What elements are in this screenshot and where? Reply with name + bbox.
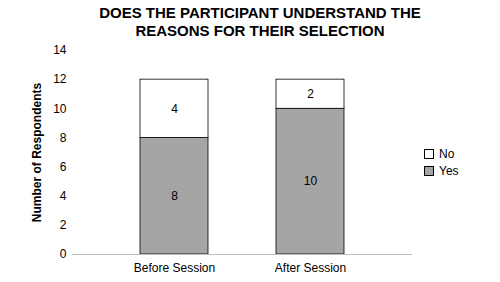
svg-text:Before Session: Before Session <box>134 261 215 275</box>
svg-text:10: 10 <box>53 102 67 116</box>
svg-text:2: 2 <box>60 218 67 232</box>
svg-text:8: 8 <box>60 131 67 145</box>
svg-text:6: 6 <box>60 160 67 174</box>
svg-text:0: 0 <box>60 247 67 261</box>
svg-text:14: 14 <box>53 43 67 57</box>
svg-text:8: 8 <box>171 189 178 203</box>
svg-text:After Session: After Session <box>275 261 346 275</box>
html-text:Yes: Yes <box>439 163 459 178</box>
svg-text:4: 4 <box>60 189 67 203</box>
html-text:No: No <box>439 146 455 161</box>
svg-text:Number of Respondents: Number of Respondents <box>30 83 44 223</box>
svg-text:10: 10 <box>304 174 318 188</box>
svg-text:2: 2 <box>307 87 314 101</box>
svg-text:4: 4 <box>171 102 178 116</box>
svg-text:12: 12 <box>53 72 67 86</box>
html-text:DOES THE PARTICIPANT UNDERSTAN: DOES THE PARTICIPANT UNDERSTAND THE REAS… <box>99 4 421 39</box>
